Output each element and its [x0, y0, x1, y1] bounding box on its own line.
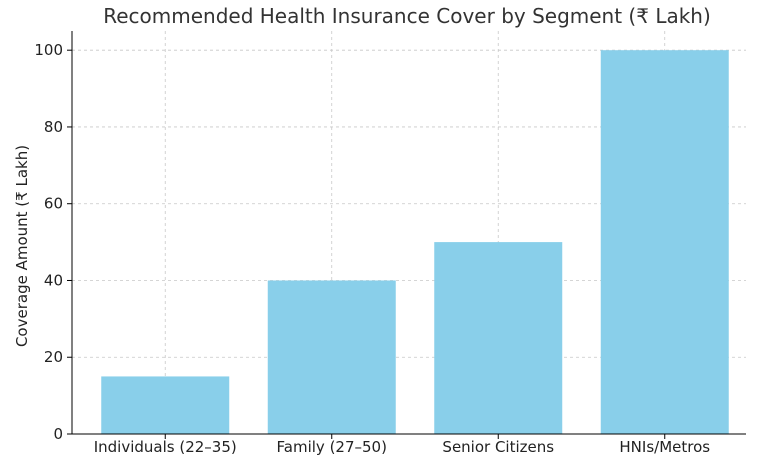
chart-title: Recommended Health Insurance Cover by Se…: [103, 4, 711, 28]
bar: [434, 242, 563, 434]
x-tick-label: Family (27–50): [277, 438, 387, 456]
y-tick-label: 100: [34, 41, 63, 59]
bar: [600, 50, 729, 434]
x-tick-label: HNIs/Metros: [619, 438, 710, 456]
x-tick-label: Senior Citizens: [442, 438, 554, 456]
bar: [101, 376, 230, 434]
x-tick-label: Individuals (22–35): [94, 438, 237, 456]
axes: [67, 31, 746, 439]
bar: [267, 280, 396, 434]
y-tick-label: 60: [44, 195, 63, 213]
y-tick-label: 40: [44, 271, 63, 289]
bars: [101, 50, 729, 434]
y-tick-label: 80: [44, 118, 63, 136]
tick-labels: 0 20 40 60 80 100 Individuals (22–35) Family (2…: [34, 41, 710, 456]
y-axis-label: Coverage Amount (₹ Lakh): [13, 145, 31, 347]
y-tick-label: 20: [44, 348, 63, 366]
y-tick-label: 0: [53, 425, 63, 443]
